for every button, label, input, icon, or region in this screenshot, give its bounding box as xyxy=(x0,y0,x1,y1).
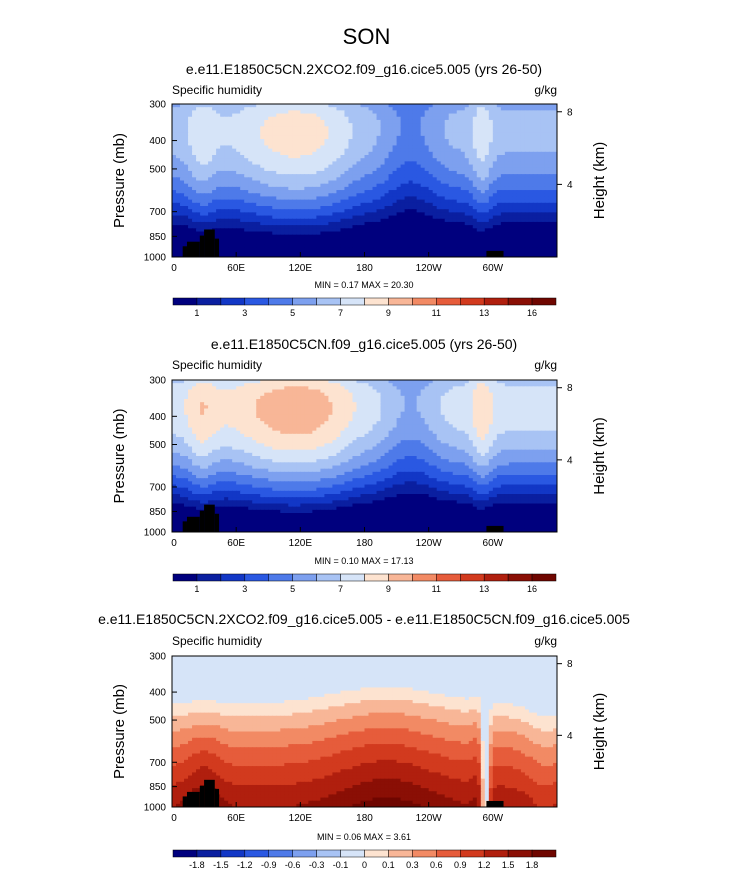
colorbar-label: 7 xyxy=(338,308,343,318)
y-tick-label: 850 xyxy=(149,232,166,243)
panel-2-units-label: g/kg xyxy=(534,358,557,372)
panel-1-min-max: MIN = 0.17 MAX = 20.30 xyxy=(314,280,413,290)
topography-mask xyxy=(183,246,187,258)
colorbar-swatch xyxy=(317,298,341,305)
colorbar-swatch xyxy=(293,298,317,305)
panel-1-right-axis-label: Height (km) xyxy=(591,142,608,220)
topography-mask xyxy=(187,242,200,258)
panel-1-contour-field xyxy=(172,104,558,258)
x-tick-label: 0 xyxy=(171,263,177,274)
y-tick-label: 400 xyxy=(149,136,166,147)
panel-1-title: e.e11.E1850C5CN.2XCO2.f09_g16.cice5.005 … xyxy=(186,61,542,77)
panel-2-contour-field xyxy=(172,380,558,533)
colorbar-swatch xyxy=(388,298,412,305)
colorbar-label: 9 xyxy=(386,308,391,318)
topography-mask xyxy=(200,236,204,258)
right-tick-label: 4 xyxy=(567,180,573,191)
x-tick-label: 120W xyxy=(416,263,443,274)
y-tick-label: 500 xyxy=(149,164,166,175)
topography-mask xyxy=(215,239,219,258)
colorbar-swatch xyxy=(341,298,365,305)
colorbar-swatch xyxy=(365,298,389,305)
y-tick-label: 300 xyxy=(149,100,166,111)
x-tick-label: 60E xyxy=(227,263,245,274)
colorbar-swatch xyxy=(197,298,221,305)
colorbar-swatch xyxy=(532,298,556,305)
y-tick-label: 700 xyxy=(149,207,166,218)
panel-1-colorbar: 1 3 5 7 9 11 13 16 xyxy=(173,298,556,318)
figure-title: SON xyxy=(343,24,391,49)
colorbar-swatch xyxy=(508,298,532,305)
colorbar-swatch xyxy=(173,298,197,305)
x-tick-label: 120E xyxy=(289,263,313,274)
panel-2-variable-label: Specific humidity xyxy=(172,358,262,372)
colorbar-label: 5 xyxy=(290,308,295,318)
right-tick-label: 8 xyxy=(567,107,573,118)
x-tick-label: 180 xyxy=(356,263,373,274)
colorbar-swatch xyxy=(245,298,269,305)
panel-1-units-label: g/kg xyxy=(534,83,557,97)
panel-1: e.e11.E1850C5CN.2XCO2.f09_g16.cice5.005 … xyxy=(111,61,608,318)
colorbar-swatch xyxy=(460,298,484,305)
colorbar-swatch xyxy=(436,298,460,305)
colorbar-swatch xyxy=(484,298,508,305)
x-tick-label: 60W xyxy=(483,263,504,274)
figure: SON e.e11.E1850C5CN.2XCO2.f09_g16.cice5.… xyxy=(0,0,733,872)
panel-2: e.e11.E1850C5CN.f09_g16.cice5.005 (yrs 2… xyxy=(111,336,608,594)
colorbar-swatch xyxy=(412,298,436,305)
colorbar-label: 16 xyxy=(527,308,537,318)
colorbar-label: 1 xyxy=(194,308,199,318)
y-tick-label: 1000 xyxy=(144,253,167,264)
panel-1-y-axis-label: Pressure (mb) xyxy=(111,133,128,228)
colorbar-label: 11 xyxy=(432,308,441,318)
colorbar-swatch xyxy=(221,298,245,305)
colorbar-swatch xyxy=(269,298,293,305)
panel-1-variable-label: Specific humidity xyxy=(172,83,262,97)
topography-mask xyxy=(204,229,215,258)
colorbar-label: 3 xyxy=(242,308,247,318)
colorbar-label: 13 xyxy=(479,308,489,318)
panel-2-title: e.e11.E1850C5CN.f09_g16.cice5.005 (yrs 2… xyxy=(211,336,517,352)
